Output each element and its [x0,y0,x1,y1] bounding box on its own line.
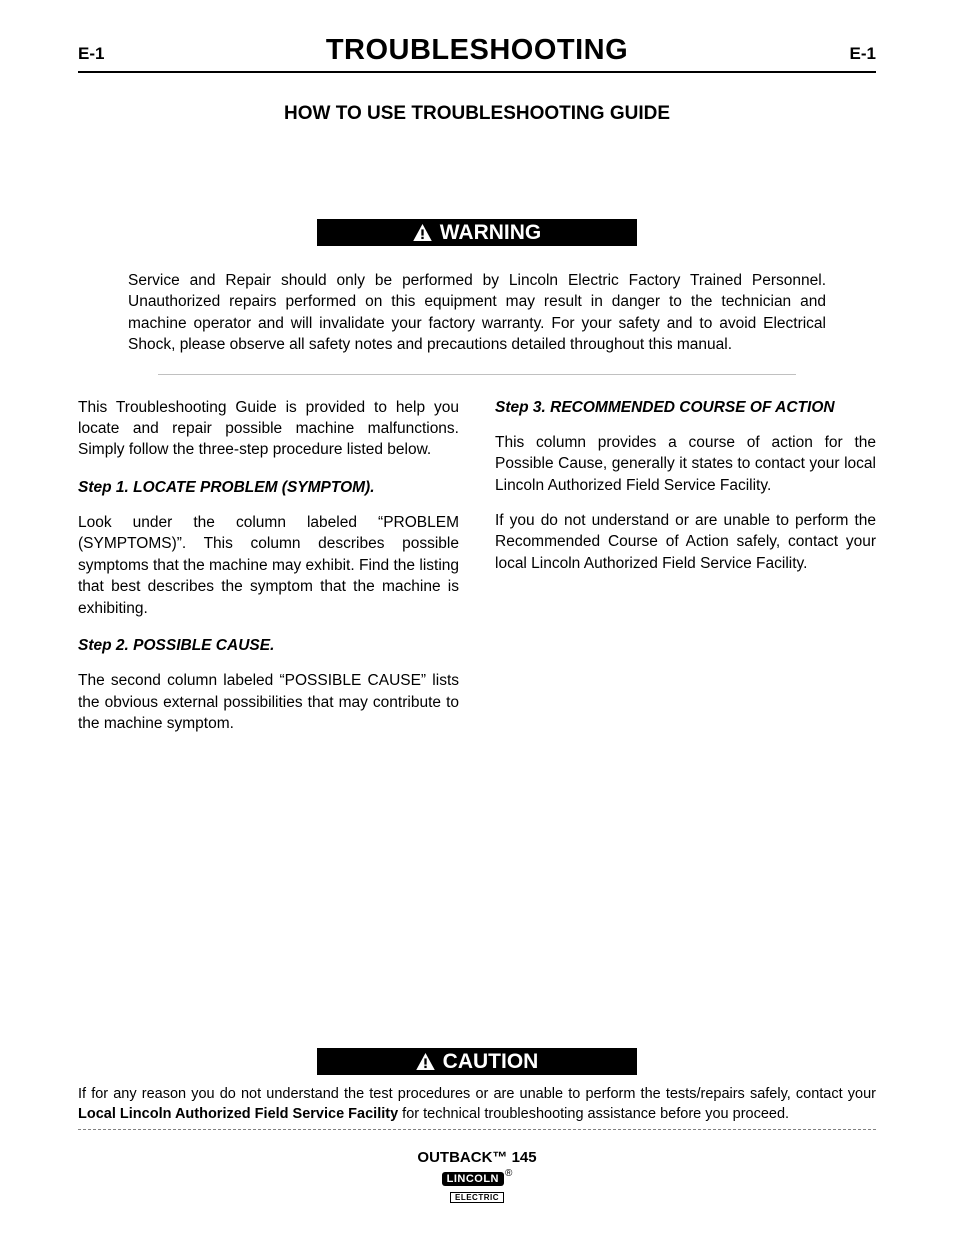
page-subtitle: HOW TO USE TROUBLESHOOTING GUIDE [78,103,876,125]
warning-triangle-icon [413,224,432,241]
caution-triangle-icon [416,1053,435,1070]
step1-text: Look under the column labeled “PROBLEM (… [78,512,459,619]
header-title: TROUBLESHOOTING [326,34,628,67]
caution-text-prefix: If for any reason you do not understand … [78,1086,876,1102]
footer-logo: LINCOLN® ELECTRIC [442,1168,513,1205]
step2-text: The second column labeled “POSSIBLE CAUS… [78,670,459,734]
step3-text: This column provides a course of action … [495,432,876,496]
right-column: Step 3. RECOMMENDED COURSE OF ACTION Thi… [495,397,876,749]
two-column-body: This Troubleshooting Guide is provided t… [78,397,876,749]
caution-section: CAUTION If for any reason you do not und… [78,1048,876,1129]
section-divider [158,374,796,375]
header-code-left: E-1 [78,44,104,64]
caution-text-suffix: for technical troubleshooting assistance… [398,1106,789,1122]
registered-mark-icon: ® [505,1168,512,1179]
page-footer: OUTBACK™ 145 LINCOLN® ELECTRIC [0,1149,954,1205]
step3-text2: If you do not understand or are unable t… [495,510,876,574]
warning-label: WARNING [440,221,542,245]
header-code-right: E-1 [850,44,876,64]
caution-text-bold: Local Lincoln Authorized Field Service F… [78,1106,398,1122]
step3-heading: Step 3. RECOMMENDED COURSE OF ACTION [495,397,876,418]
caution-banner: CAUTION [317,1048,637,1075]
caution-label: CAUTION [443,1050,539,1074]
page-header: E-1 TROUBLESHOOTING E-1 [78,34,876,73]
footer-product-name: OUTBACK™ 145 [0,1149,954,1166]
step2-heading: Step 2. POSSIBLE CAUSE. [78,635,459,656]
electric-badge: ELECTRIC [450,1192,504,1203]
lincoln-badge: LINCOLN [442,1172,504,1186]
intro-text: This Troubleshooting Guide is provided t… [78,397,459,461]
caution-text: If for any reason you do not understand … [78,1085,876,1124]
left-column: This Troubleshooting Guide is provided t… [78,397,459,749]
warning-banner: WARNING [317,219,637,246]
dashed-divider [78,1129,876,1130]
step1-heading: Step 1. LOCATE PROBLEM (SYMPTOM). [78,477,459,498]
warning-text: Service and Repair should only be perfor… [78,270,876,356]
